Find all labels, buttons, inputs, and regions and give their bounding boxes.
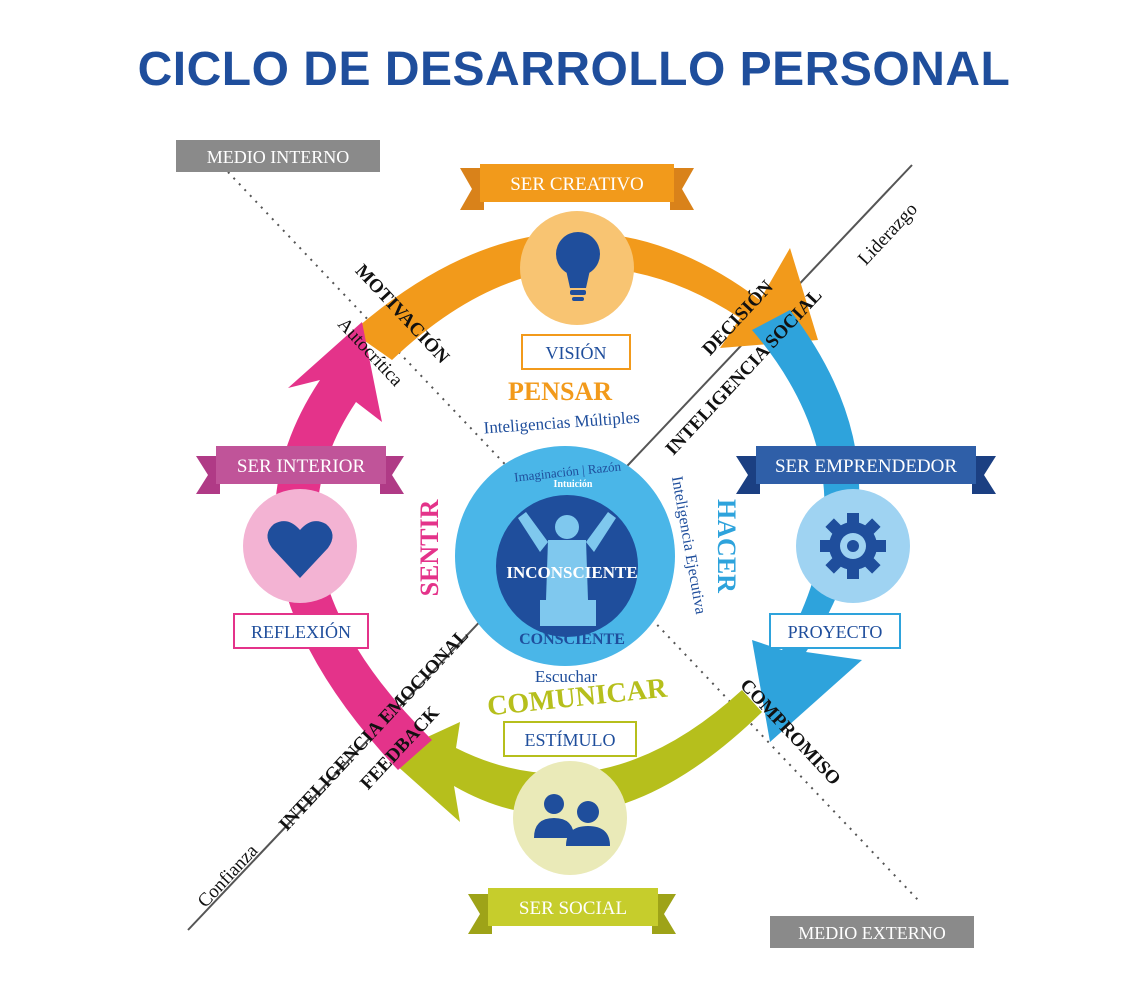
intuicion-label: Intuición [554,479,593,490]
people-icon [534,794,610,846]
proyecto-label: PROYECTO [788,622,883,642]
orange-cycle-arrow [352,232,818,360]
consciente-label: CONSCIENTE [519,631,625,648]
vision-box [521,334,631,370]
confianza-label: Confianza [194,840,263,912]
interior-icon-group [243,489,357,603]
banner-ser-interior: SER INTERIOR [196,446,404,494]
medio-interno-label: MEDIO INTERNO [207,147,349,167]
medio-externo-box [770,916,974,948]
lightbulb-icon [556,232,600,301]
green-cycle-arrow [386,690,762,822]
page-title: CICLO DE DESARROLLO PERSONAL [137,43,1011,96]
banner-ser-emprendedor: SER EMPRENDEDOR [736,446,996,494]
proyecto-box [769,613,901,649]
reflexion-box [233,613,369,649]
ser-creativo-label: SER CREATIVO [510,174,644,195]
medio-externo-label: MEDIO EXTERNO [798,923,945,943]
estimulo-label: ESTÍMULO [525,729,616,750]
pink-cycle-arrow [274,322,432,770]
ser-emprendedor-label: SER EMPRENDEDOR [775,456,957,477]
reflexion-label: REFLEXIÓN [251,621,351,642]
heart-icon [267,521,333,578]
pensar-label: PENSAR [508,377,612,406]
banner-ser-social: SER SOCIAL [468,888,676,934]
ser-social-label: SER SOCIAL [519,898,627,919]
sentir-label: SENTIR [415,499,444,596]
inconsciente-label: INCONSCIENTE [506,563,637,582]
emprendedor-icon-group [796,489,910,603]
vision-label: VISIÓN [546,342,607,363]
escuchar-label: Escuchar [535,667,598,686]
banner-ser-creativo: SER CREATIVO [460,164,694,210]
inteligencias-multiples-label: Inteligencias Múltiples [483,408,640,438]
medio-interno-box [176,140,380,172]
social-icon-group [513,761,627,875]
liderazgo-label: Liderazgo [854,199,922,270]
person-raising-arms-icon [518,512,616,626]
gear-icon [820,513,886,579]
hacer-label: HACER [712,499,741,593]
blue-cycle-arrow [752,310,862,742]
estimulo-box [503,721,637,757]
creativo-icon-group [520,211,634,325]
ser-interior-label: SER INTERIOR [237,456,366,477]
